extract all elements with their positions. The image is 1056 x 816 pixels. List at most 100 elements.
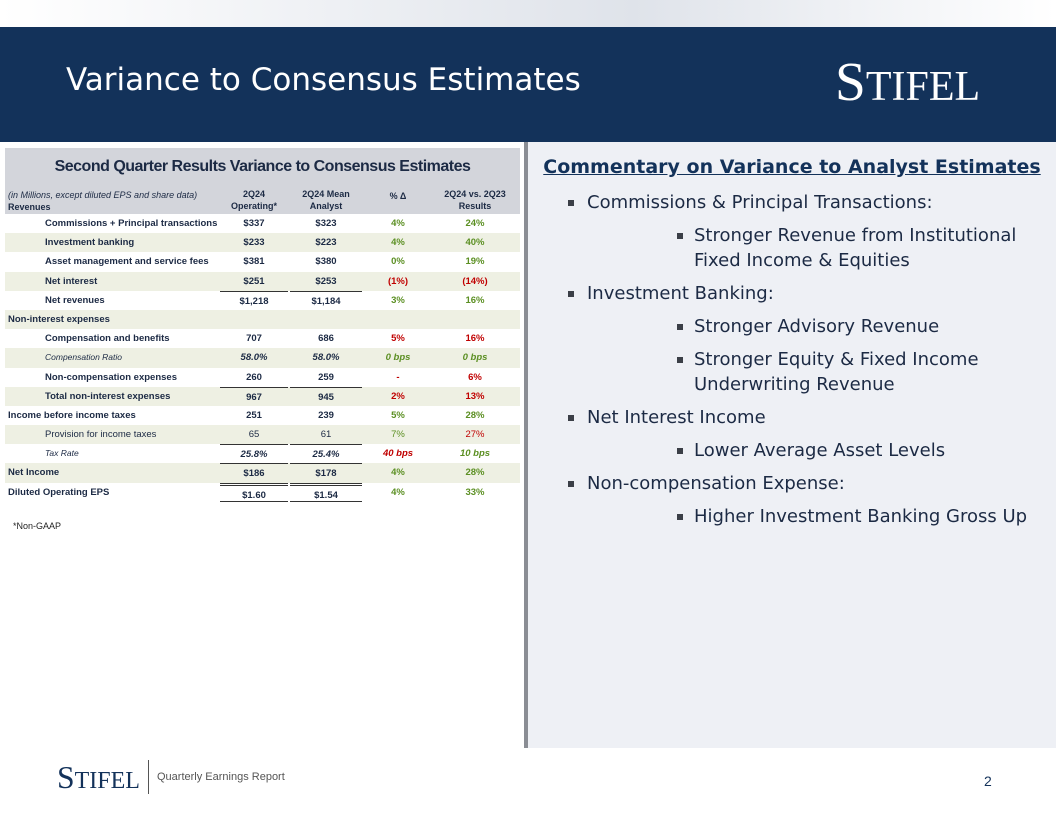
cell-value: 259 [318, 371, 334, 383]
cell-value: 5% [391, 409, 405, 421]
cell-value: $178 [290, 463, 362, 482]
footer-logo: STIFEL [57, 760, 140, 795]
table-row: Asset management and service fees $381 $38… [5, 252, 520, 271]
column-header-line: Analyst [309, 201, 343, 211]
column-header-line: 2Q24 Mean [302, 189, 350, 199]
cell-value: $337 [243, 218, 265, 229]
cell-value: 5% [391, 333, 405, 345]
cell-value: 61 [320, 429, 332, 441]
cell-value: 967 [220, 386, 288, 406]
table-row: Net Income $186 $178 4% 28% [5, 463, 520, 483]
cell-value: 7% [391, 429, 405, 441]
cell-value: $1.60 [220, 482, 288, 502]
footnote: *Non-GAAP [13, 521, 62, 531]
logo: STIFEL [835, 51, 981, 112]
row-label: Net Income [8, 467, 60, 479]
table-note: (in Millions, except diluted EPS and sha… [8, 190, 198, 200]
bullet-text: Investment Banking: [587, 283, 774, 304]
table-row: Investment banking $233 $223 4% 40% [5, 233, 520, 253]
cell-value: 40 bps [382, 448, 414, 460]
row-label: Commissions + Principal transactions [45, 218, 218, 229]
table-row: Net interest $251 $253 (1%) (14%) [5, 271, 520, 291]
cell-value: $223 [315, 237, 337, 249]
sub-bullet: Stronger Equity & Fixed Income Underwrit… [587, 347, 1056, 397]
top-strip [0, 0, 1056, 27]
table-body: Commissions + Principal transactions $337… [5, 214, 520, 502]
sub-bullet: Stronger Advisory Revenue [587, 314, 1056, 339]
cell-value: 4% [391, 486, 405, 498]
cell-value: 10 bps [459, 448, 491, 460]
row-label: Income before income taxes [8, 409, 136, 421]
row-label: Non-interest expenses [8, 313, 110, 325]
cell-value: $251 [243, 275, 265, 287]
table-row: Net revenues $1,218 $1,184 3% 16% [5, 290, 520, 310]
bullet: Net Interest Income Lower Average Asset L… [528, 405, 1056, 463]
table-row: Non-interest expenses [5, 309, 520, 330]
cell-value: 4% [391, 218, 405, 229]
commentary-title: Commentary on Variance to Analyst Estima… [543, 156, 1041, 178]
sub-list: Stronger Advisory Revenue Stronger Equity… [587, 314, 1056, 397]
cell-value: - [396, 371, 400, 383]
cell-value: 28% [465, 467, 485, 479]
cell-value: 945 [290, 386, 362, 406]
cell-value: $380 [315, 256, 337, 268]
commentary-list: Commissions & Principal Transactions: Str… [528, 190, 1056, 537]
bullet-text: Net Interest Income [587, 407, 766, 428]
cell-value: 707 [246, 333, 262, 345]
row-label: Compensation and benefits [45, 333, 170, 345]
cell-value: 25.4% [290, 444, 362, 463]
bullet-text: Non-compensation Expense: [587, 473, 845, 494]
cell-value: 686 [318, 333, 334, 345]
table-row: Diluted Operating EPS $1.60 $1.54 4% 33% [5, 482, 520, 502]
table-row: Compensation and benefits 707 686 5% 16% [5, 329, 520, 348]
row-label: Tax Rate [45, 448, 79, 459]
cell-value: (14%) [462, 275, 488, 287]
cell-value: 28% [465, 409, 485, 421]
cell-value: 3% [391, 294, 405, 306]
cell-value: 58.0% [312, 352, 340, 364]
table-row: Compensation Ratio 58.0% 58.0% 0 bps 0 bps [5, 348, 520, 368]
row-label: Provision for income taxes [45, 429, 157, 441]
cell-value: 0 bps [385, 352, 411, 364]
sub-list: Lower Average Asset Levels [587, 438, 1056, 463]
cell-value: 251 [246, 409, 262, 421]
footer-separator [148, 760, 149, 794]
table-row: Total non-interest expenses 967 945 2% 13% [5, 386, 520, 406]
cell-value: 4% [391, 237, 405, 249]
sub-bullet: Higher Investment Banking Gross Up [587, 504, 1056, 529]
column-header-line: % Δ [389, 191, 407, 201]
cell-value: 16% [465, 333, 485, 345]
row-label: Net revenues [45, 294, 105, 306]
cell-value: 0 bps [462, 352, 488, 364]
cell-value: 58.0% [240, 352, 268, 364]
sub-bullet: Stronger Revenue from Institutional Fixe… [587, 223, 1056, 273]
column-header: 2Q24 Mean Analyst [290, 185, 362, 211]
sub-list: Higher Investment Banking Gross Up [587, 504, 1056, 529]
cell-value: 16% [465, 294, 485, 306]
cell-value: $186 [220, 463, 288, 482]
bullet: Investment Banking: Stronger Advisory Rev… [528, 281, 1056, 397]
cell-value: 13% [465, 390, 485, 402]
cell-value: 25.8% [220, 444, 288, 463]
footer-label: Quarterly Earnings Report [157, 771, 285, 783]
cell-value: 0% [391, 256, 405, 268]
table-header: (in Millions, except diluted EPS and sha… [5, 185, 520, 214]
cell-value: (1%) [387, 275, 409, 287]
cell-value: 33% [465, 486, 485, 498]
table-row: Income before income taxes 251 239 5% 28% [5, 406, 520, 425]
cell-value: 6% [468, 371, 482, 383]
cell-value: 65 [248, 429, 260, 441]
column-header: 2Q24 Operating* [220, 185, 288, 211]
bullet-text: Commissions & Principal Transactions: [587, 192, 933, 213]
cell-value: $1,218 [220, 290, 288, 310]
sub-bullet: Lower Average Asset Levels [587, 438, 1056, 463]
cell-value: $1,184 [290, 290, 362, 310]
cell-value: 24% [465, 218, 485, 229]
table-row: Provision for income taxes 65 61 7% 27% [5, 425, 520, 445]
table-row: Commissions + Principal transactions $337… [5, 214, 520, 233]
bullet: Commissions & Principal Transactions: Str… [528, 190, 1056, 273]
page-number: 2 [984, 773, 992, 789]
column-header-line: 2Q24 [242, 189, 266, 199]
row-label: Compensation Ratio [45, 352, 123, 363]
commentary-panel: Commentary on Variance to Analyst Estima… [528, 142, 1056, 748]
